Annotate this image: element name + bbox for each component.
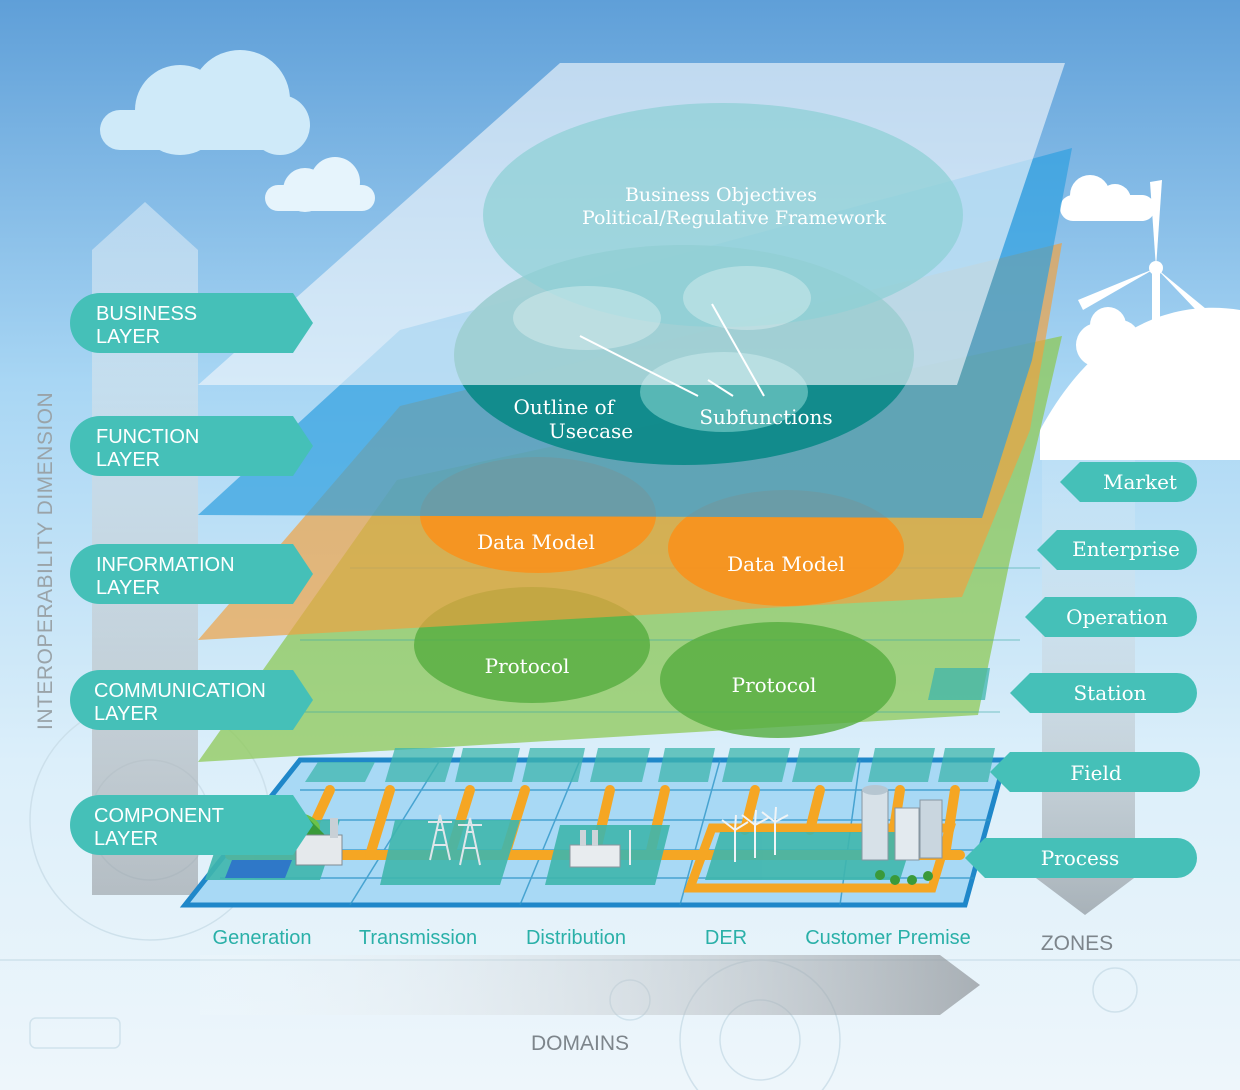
domain-label-transmission: Transmission (359, 927, 477, 949)
layer-tab-communication: COMMUNICATION LAYER (70, 670, 313, 730)
layer-tab-line2: LAYER (94, 703, 158, 725)
hill-landscape (1040, 307, 1240, 460)
domain-label-distribution: Distribution (526, 927, 626, 949)
layer-tab-line1: COMPONENT (94, 805, 224, 827)
zone-tab-process: Process (965, 838, 1197, 878)
data-model-right-ellipse (668, 490, 904, 606)
interoperability-dimension-label: INTEROPERABILITY DIMENSION (34, 392, 57, 730)
subfunction-ellipse-upper-right (683, 266, 811, 330)
layer-tab-function: FUNCTION LAYER (70, 416, 313, 476)
layer-tab-line2: LAYER (94, 828, 158, 850)
domain-labels: Generation Transmission Distribution DER… (213, 927, 971, 949)
outline-line-1: Outline of (514, 395, 616, 419)
subfunction-connectors (579, 303, 765, 397)
buildings-icon (861, 785, 943, 885)
layer-tab-line2: LAYER (96, 577, 160, 599)
business-line-2: Political/Regulative Framework (582, 207, 886, 229)
zone-label: Operation (1066, 605, 1168, 629)
domains-label: DOMAINS (531, 1032, 629, 1055)
layer-tab-line2: LAYER (96, 449, 160, 471)
domain-label-customer-premise: Customer Premise (805, 927, 971, 949)
data-model-right-label: Data Model (727, 552, 845, 576)
domain-label-der: DER (705, 927, 747, 949)
outline-line-2: Usecase (549, 419, 633, 443)
domains-arrow (200, 955, 980, 1015)
layer-tab-line2: LAYER (96, 326, 160, 348)
layer-tab-component: COMPONENT LAYER (70, 795, 313, 855)
layer-tab-line1: FUNCTION (96, 426, 199, 448)
data-model-left-label: Data Model (477, 530, 595, 554)
cloud-icon (265, 157, 375, 212)
domain-label-generation: Generation (213, 927, 312, 949)
cloud-icon (100, 50, 310, 155)
tree-icon (1206, 382, 1240, 424)
zone-label: Process (1041, 846, 1120, 870)
substation-icon (569, 830, 631, 868)
tree-icon (1076, 307, 1140, 390)
zone-tab-station: Station (1010, 673, 1197, 713)
layer-tab-line1: INFORMATION (96, 554, 235, 576)
wind-farm-icon (721, 806, 789, 862)
protocol-right-ellipse (660, 622, 896, 738)
zone-label: Enterprise (1072, 537, 1180, 561)
transmission-tower-icon (428, 814, 482, 866)
business-objectives-ellipse (483, 103, 963, 327)
cloud-icon (1060, 175, 1155, 221)
subfunctions-label: Subfunctions (699, 405, 832, 429)
zone-tab-operation: Operation (1025, 597, 1197, 637)
zones-label: ZONES (1041, 932, 1113, 955)
layer-tab-information: INFORMATION LAYER (70, 544, 313, 604)
zone-tab-market: Market (1060, 462, 1197, 502)
outline-of-usecase-label: Outline of Usecase (514, 395, 634, 443)
layer-tab-line1: BUSINESS (96, 303, 197, 325)
zone-label: Station (1073, 681, 1146, 705)
layer-tab-business: BUSINESS LAYER (70, 293, 313, 353)
protocol-left-label: Protocol (485, 654, 570, 678)
layer-tab-line1: COMMUNICATION (94, 680, 266, 702)
zone-tab-enterprise: Enterprise (1037, 530, 1197, 570)
zone-label: Market (1103, 470, 1177, 494)
business-objectives-label: Business Objectives Political/Regulative… (582, 184, 886, 229)
subfunction-ellipse-upper-left (513, 286, 661, 350)
wind-turbine-icon (1078, 180, 1222, 410)
business-line-1: Business Objectives (625, 184, 817, 206)
protocol-right-label: Protocol (732, 673, 817, 697)
zone-tab-field: Field (990, 752, 1200, 792)
zone-label: Field (1070, 761, 1122, 785)
